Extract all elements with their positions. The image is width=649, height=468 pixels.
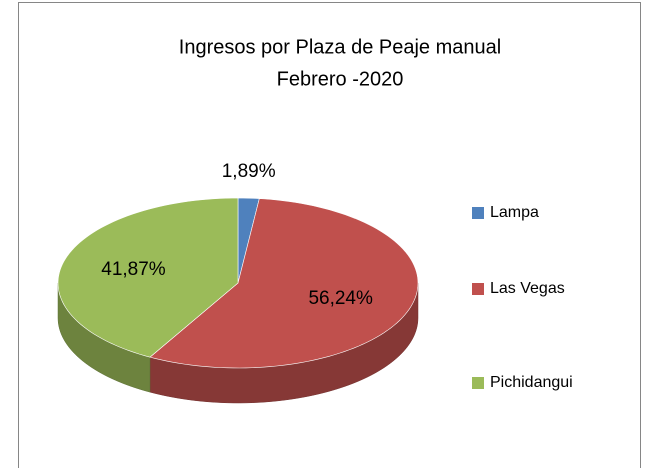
legend-swatch: [472, 207, 484, 219]
legend-label: Las Vegas: [490, 280, 565, 297]
chart-title: Ingresos por Plaza de Peaje manual: [179, 36, 501, 58]
legend-label: Pichidangui: [490, 374, 573, 391]
data-label: 41,87%: [101, 259, 166, 280]
legend-swatch: [472, 283, 484, 295]
chart-subtitle: Febrero -2020: [277, 68, 404, 90]
slice: [149, 198, 419, 369]
legend-swatch: [472, 377, 484, 389]
data-label: 1,89%: [222, 161, 276, 182]
legend-label: Lampa: [490, 204, 539, 221]
data-label: 56,24%: [308, 288, 373, 309]
slice: [57, 197, 239, 358]
